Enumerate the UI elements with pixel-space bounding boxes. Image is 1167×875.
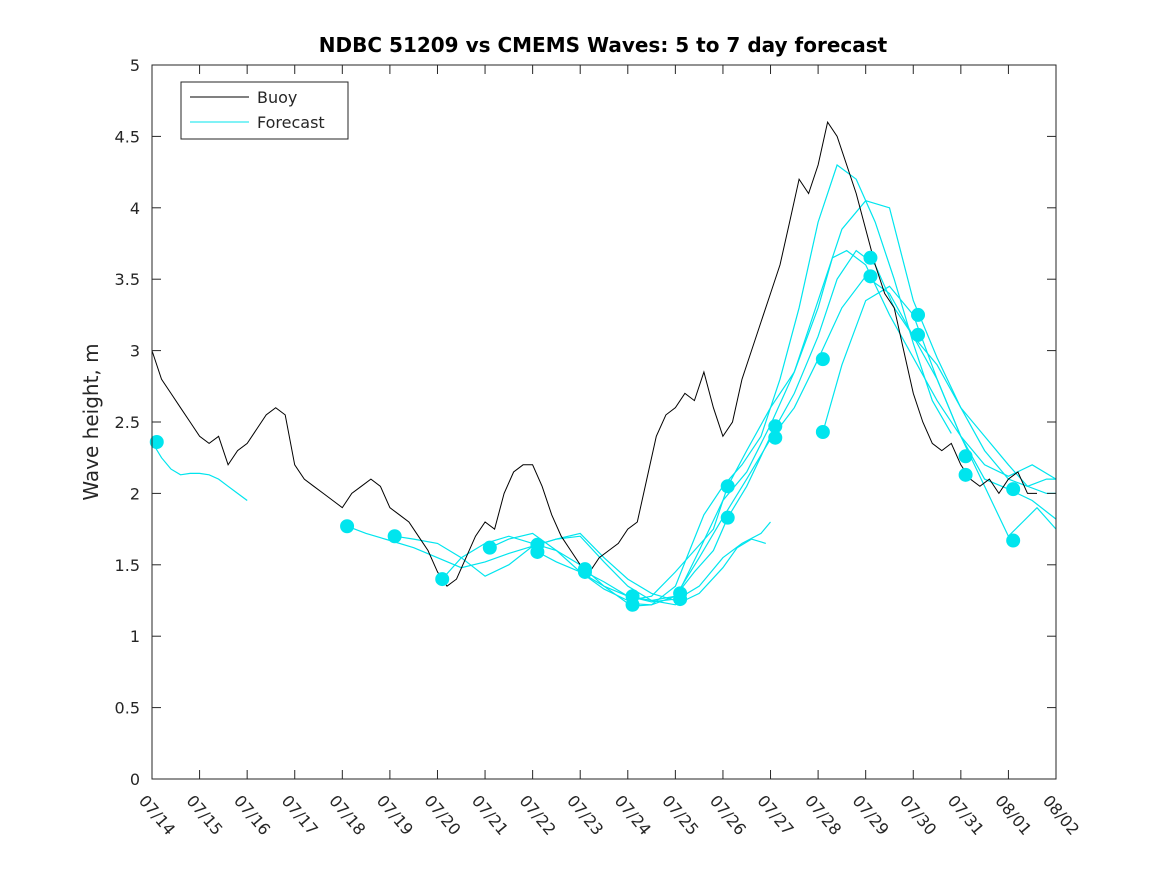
forecast-start-point <box>863 250 878 265</box>
forecast-start-point <box>958 467 973 482</box>
x-tick-label: 07/19 <box>373 791 417 839</box>
y-tick-label: 3.5 <box>115 270 140 289</box>
x-tick-label: 07/17 <box>278 791 322 839</box>
forecast-line-1 <box>151 441 248 501</box>
x-tick-label: 07/18 <box>325 791 369 839</box>
x-tick-label: 08/02 <box>1039 791 1083 839</box>
y-tick-label: 0.5 <box>115 699 140 718</box>
forecast-start-point <box>720 479 735 494</box>
forecast-start-point <box>720 510 735 525</box>
x-tick-label: 07/30 <box>896 791 940 839</box>
y-tick-label: 4 <box>130 199 140 218</box>
chart-title: NDBC 51209 vs CMEMS Waves: 5 to 7 day fo… <box>319 33 888 57</box>
forecast-start-point <box>340 519 355 534</box>
forecast-start-point <box>673 592 688 607</box>
x-tick-label: 07/22 <box>516 791 560 839</box>
x-tick-label: 08/01 <box>991 791 1035 839</box>
legend-buoy-label: Buoy <box>257 88 297 107</box>
forecast-start-point <box>1006 482 1021 497</box>
forecast-start-point <box>768 430 783 445</box>
y-tick-label: 5 <box>130 56 140 75</box>
y-axis-label: Wave height, m <box>79 343 103 500</box>
forecast-start-point <box>911 327 926 342</box>
forecast-start-point <box>387 529 402 544</box>
y-tick-label: 4.5 <box>115 127 140 146</box>
plot-area <box>152 65 1056 779</box>
legend: Buoy Forecast <box>180 81 349 140</box>
legend-box <box>180 81 349 140</box>
x-tick-label: 07/24 <box>611 791 655 839</box>
forecast-start-point <box>577 564 592 579</box>
x-tick-label: 07/15 <box>183 791 227 839</box>
forecast-start-point <box>482 540 497 555</box>
x-tick-label: 07/26 <box>706 791 750 839</box>
x-tick-label: 07/16 <box>230 791 274 839</box>
x-tick-label: 07/25 <box>658 791 702 839</box>
x-tick-label: 07/21 <box>468 791 512 839</box>
y-tick-label: 3 <box>130 342 140 361</box>
forecast-line-3 <box>394 521 771 602</box>
forecast-line-8 <box>632 275 1057 607</box>
forecast-start-point <box>625 597 640 612</box>
y-tick-label: 1.5 <box>115 556 140 575</box>
forecast-start-point <box>911 307 926 322</box>
forecast-start-point <box>863 269 878 284</box>
forecast-start-point <box>435 572 450 587</box>
x-tick-label: 07/23 <box>563 791 607 839</box>
y-tick-label: 0 <box>130 770 140 789</box>
x-tick-label: 07/27 <box>753 791 797 839</box>
marker-layer <box>149 250 1021 612</box>
forecast-start-point <box>815 424 830 439</box>
forecast-start-point <box>1006 533 1021 548</box>
x-tick-label: 07/14 <box>135 791 179 839</box>
forecast-line-2 <box>346 525 766 606</box>
forecast-line-9 <box>822 285 1057 538</box>
x-tick-label: 07/28 <box>801 791 845 839</box>
y-tick-label: 1 <box>130 627 140 646</box>
y-tick-label: 2.5 <box>115 413 140 432</box>
buoy-line <box>151 120 1037 587</box>
x-tick-label: 07/29 <box>849 791 893 839</box>
forecast-start-point <box>530 544 545 559</box>
legend-forecast-label: Forecast <box>257 113 325 132</box>
forecast-start-point <box>815 352 830 367</box>
x-tick-label: 07/31 <box>944 791 988 839</box>
x-tick-label: 07/20 <box>420 791 464 839</box>
y-tick-label: 2 <box>130 484 140 503</box>
forecast-start-point <box>958 449 973 464</box>
forecast-start-point <box>149 434 164 449</box>
